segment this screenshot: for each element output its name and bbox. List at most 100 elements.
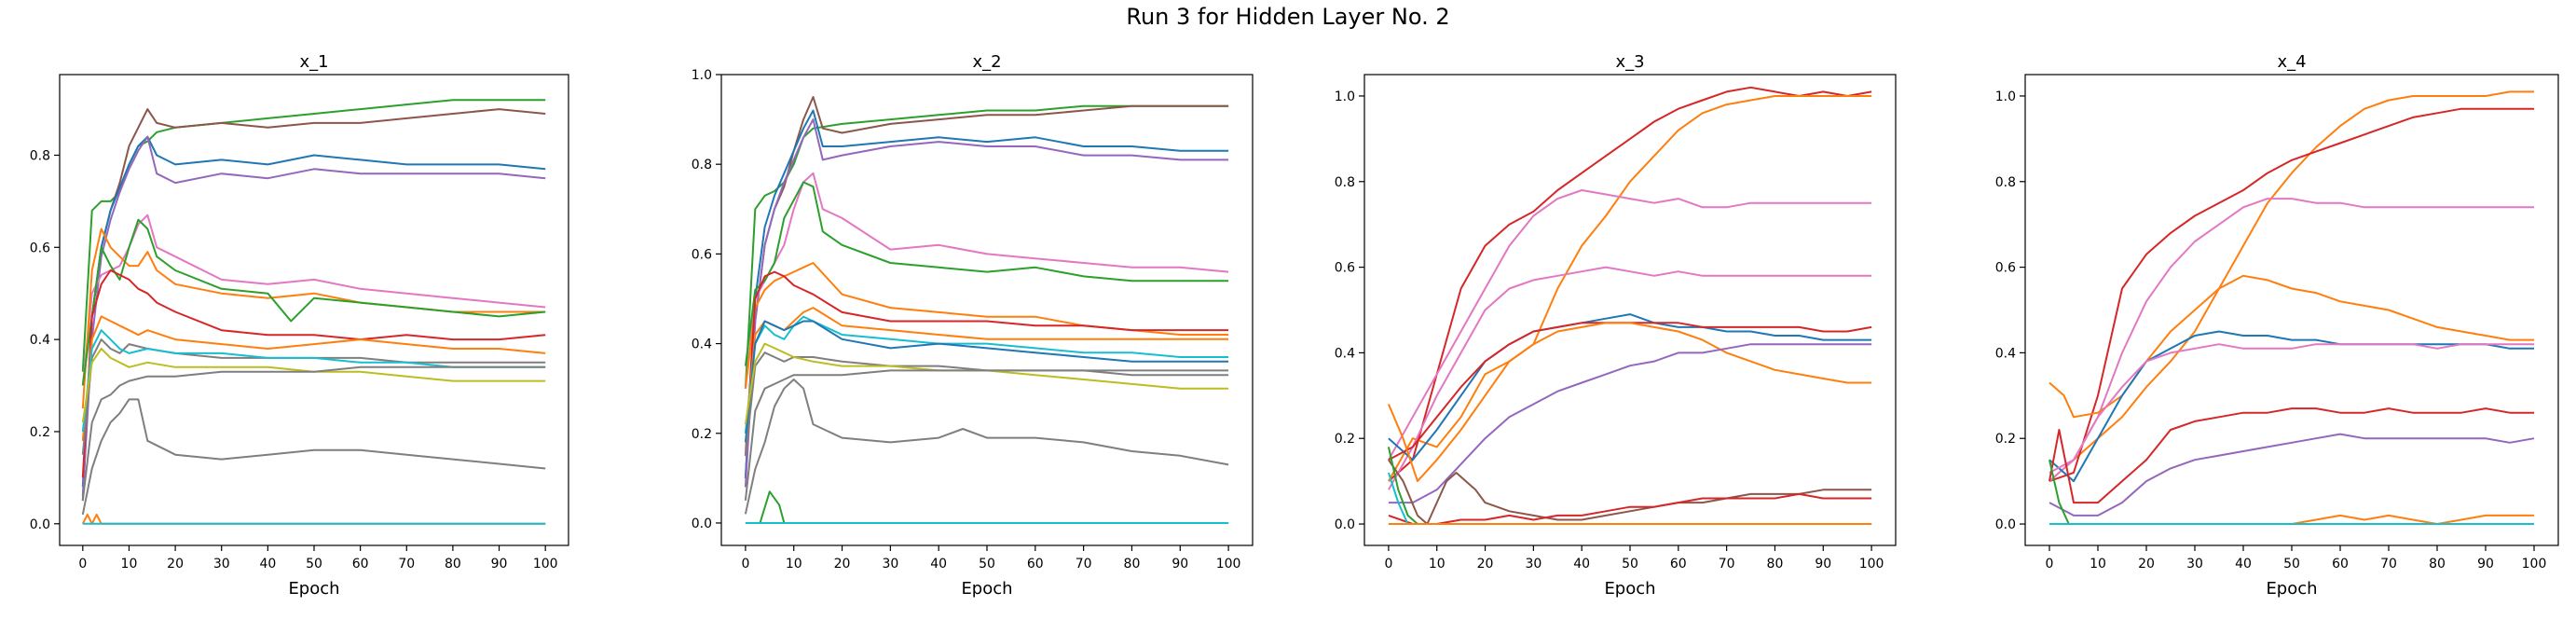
y-tick-label: 0.4 bbox=[1995, 346, 2016, 361]
x-axis-label: Epoch bbox=[288, 579, 339, 599]
series-line-3 bbox=[81, 135, 546, 488]
y-tick-label: 1.0 bbox=[1995, 90, 2016, 104]
series-line-13 bbox=[81, 365, 546, 502]
series-group bbox=[744, 96, 1229, 524]
x-tick-label: 10 bbox=[786, 557, 802, 572]
y-tick-label: 0.2 bbox=[1335, 432, 1355, 447]
subplot-title: x_1 bbox=[299, 52, 328, 72]
series-line-7 bbox=[81, 218, 546, 386]
x-tick-label: 10 bbox=[2090, 557, 2106, 572]
series-line-12 bbox=[1387, 472, 1872, 525]
y-tick-label: 0.4 bbox=[30, 333, 50, 348]
x-tick-label: 70 bbox=[2380, 557, 2397, 572]
series-line-12 bbox=[744, 351, 1229, 456]
x-tick-label: 80 bbox=[2429, 557, 2446, 572]
x-tick-label: 10 bbox=[121, 557, 138, 572]
x-tick-label: 90 bbox=[1815, 557, 1831, 572]
series-line-2 bbox=[2048, 107, 2534, 483]
subplot-grid: 0 10 20 30 40 50 60 70 80 90 1000.00.20.40.60.8x_1… bbox=[30, 52, 2559, 599]
x-tick-label: 90 bbox=[1172, 557, 1188, 572]
x-tick-label: 30 bbox=[2186, 557, 2203, 572]
x-tick-label: 70 bbox=[1076, 557, 1092, 572]
x-tick-label: 60 bbox=[1027, 557, 1044, 572]
y-tick-label: 1.0 bbox=[1335, 90, 1355, 104]
x-axis-label: Epoch bbox=[961, 579, 1012, 599]
series-line-7 bbox=[1387, 322, 1872, 483]
series-line-4 bbox=[2048, 274, 2534, 419]
x-tick-label: 80 bbox=[445, 557, 461, 572]
series-line-10 bbox=[81, 338, 546, 455]
x-tick-label: 0 bbox=[741, 557, 749, 572]
x-axis-label: Epoch bbox=[1604, 579, 1655, 599]
x-tick-label: 20 bbox=[167, 557, 184, 572]
series-line-11 bbox=[81, 329, 546, 433]
y-tick-label: 1.0 bbox=[692, 68, 712, 83]
series-line-4 bbox=[81, 135, 546, 497]
subplot-3: 0 10 20 30 40 50 60 70 80 90 100 0.0 0.2 0.4 0.6 0.8 1.0… bbox=[1335, 52, 1897, 599]
x-tick-label: 50 bbox=[2283, 557, 2300, 572]
series-line-15 bbox=[81, 513, 546, 525]
x-tick-label: 90 bbox=[491, 557, 508, 572]
series-line-10 bbox=[744, 315, 1229, 434]
series-line-5 bbox=[2048, 330, 2534, 483]
y-tick-label: 0.8 bbox=[692, 158, 712, 172]
x-tick-label: 60 bbox=[352, 557, 369, 572]
y-tick-label: 0.8 bbox=[30, 148, 50, 163]
x-tick-label: 80 bbox=[1124, 557, 1141, 572]
series-line-5 bbox=[1388, 313, 1872, 462]
series-line-13 bbox=[744, 342, 1229, 425]
series-line-14 bbox=[744, 369, 1229, 502]
series-line-4 bbox=[744, 118, 1229, 488]
x-tick-label: 90 bbox=[2477, 557, 2494, 572]
y-tick-label: 0.6 bbox=[1995, 261, 2016, 276]
series-line-2 bbox=[1388, 95, 1872, 482]
series-line-2 bbox=[81, 108, 546, 502]
subplot-title: x_4 bbox=[2277, 52, 2306, 72]
series-line-1 bbox=[744, 104, 1229, 389]
x-tick-label: 10 bbox=[1429, 557, 1446, 572]
series-line-12 bbox=[81, 348, 546, 423]
series-line-8 bbox=[1388, 343, 1872, 504]
series-group bbox=[2048, 90, 2535, 525]
series-line-6 bbox=[2048, 343, 2534, 474]
y-tick-label: 0.6 bbox=[692, 247, 712, 262]
series-line-10 bbox=[1388, 492, 1872, 525]
x-tick-label: 30 bbox=[213, 557, 230, 572]
y-tick-label: 0.0 bbox=[692, 517, 712, 531]
y-tick-label: 0.8 bbox=[1995, 175, 2016, 190]
y-tick-label: 0.6 bbox=[30, 241, 50, 255]
axes-frame bbox=[2024, 74, 2559, 546]
series-line-8 bbox=[81, 269, 546, 478]
subplot-title: x_2 bbox=[972, 52, 1001, 72]
x-tick-label: 100 bbox=[1859, 557, 1884, 572]
series-line-4 bbox=[1388, 266, 1872, 490]
axes-frame bbox=[1363, 74, 1897, 546]
x-tick-label: 20 bbox=[1477, 557, 1494, 572]
series-group bbox=[81, 99, 546, 525]
x-tick-label: 50 bbox=[979, 557, 995, 572]
series-line-8 bbox=[2048, 433, 2535, 517]
series-group bbox=[1387, 86, 1872, 525]
x-tick-label: 80 bbox=[1767, 557, 1784, 572]
x-tick-label: 40 bbox=[259, 557, 276, 572]
series-line-15 bbox=[744, 379, 1229, 515]
x-tick-label: 0 bbox=[2046, 557, 2054, 572]
x-tick-label: 0 bbox=[1384, 557, 1392, 572]
series-line-9 bbox=[81, 315, 546, 441]
y-tick-label: 0.2 bbox=[30, 425, 50, 440]
series-line-9 bbox=[1388, 459, 1872, 525]
x-tick-label: 60 bbox=[1670, 557, 1687, 572]
x-tick-label: 50 bbox=[306, 557, 322, 572]
subplot-title: x_3 bbox=[1615, 52, 1644, 72]
x-axis-label: Epoch bbox=[2266, 579, 2317, 599]
figure-suptitle: Run 3 for Hidden Layer No. 2 bbox=[1126, 4, 1449, 30]
series-line-2 bbox=[744, 96, 1229, 478]
subplot-4: 0 10 20 30 40 50 60 70 80 90 100 0.0 0.2 0.4 0.6 0.8 1.0… bbox=[1995, 52, 2559, 599]
x-tick-label: 50 bbox=[1622, 557, 1638, 572]
y-tick-label: 0.4 bbox=[1335, 346, 1355, 361]
series-line-11 bbox=[1387, 447, 1872, 525]
x-tick-label: 40 bbox=[1573, 557, 1590, 572]
x-tick-label: 40 bbox=[2235, 557, 2252, 572]
x-tick-label: 100 bbox=[1216, 557, 1241, 572]
